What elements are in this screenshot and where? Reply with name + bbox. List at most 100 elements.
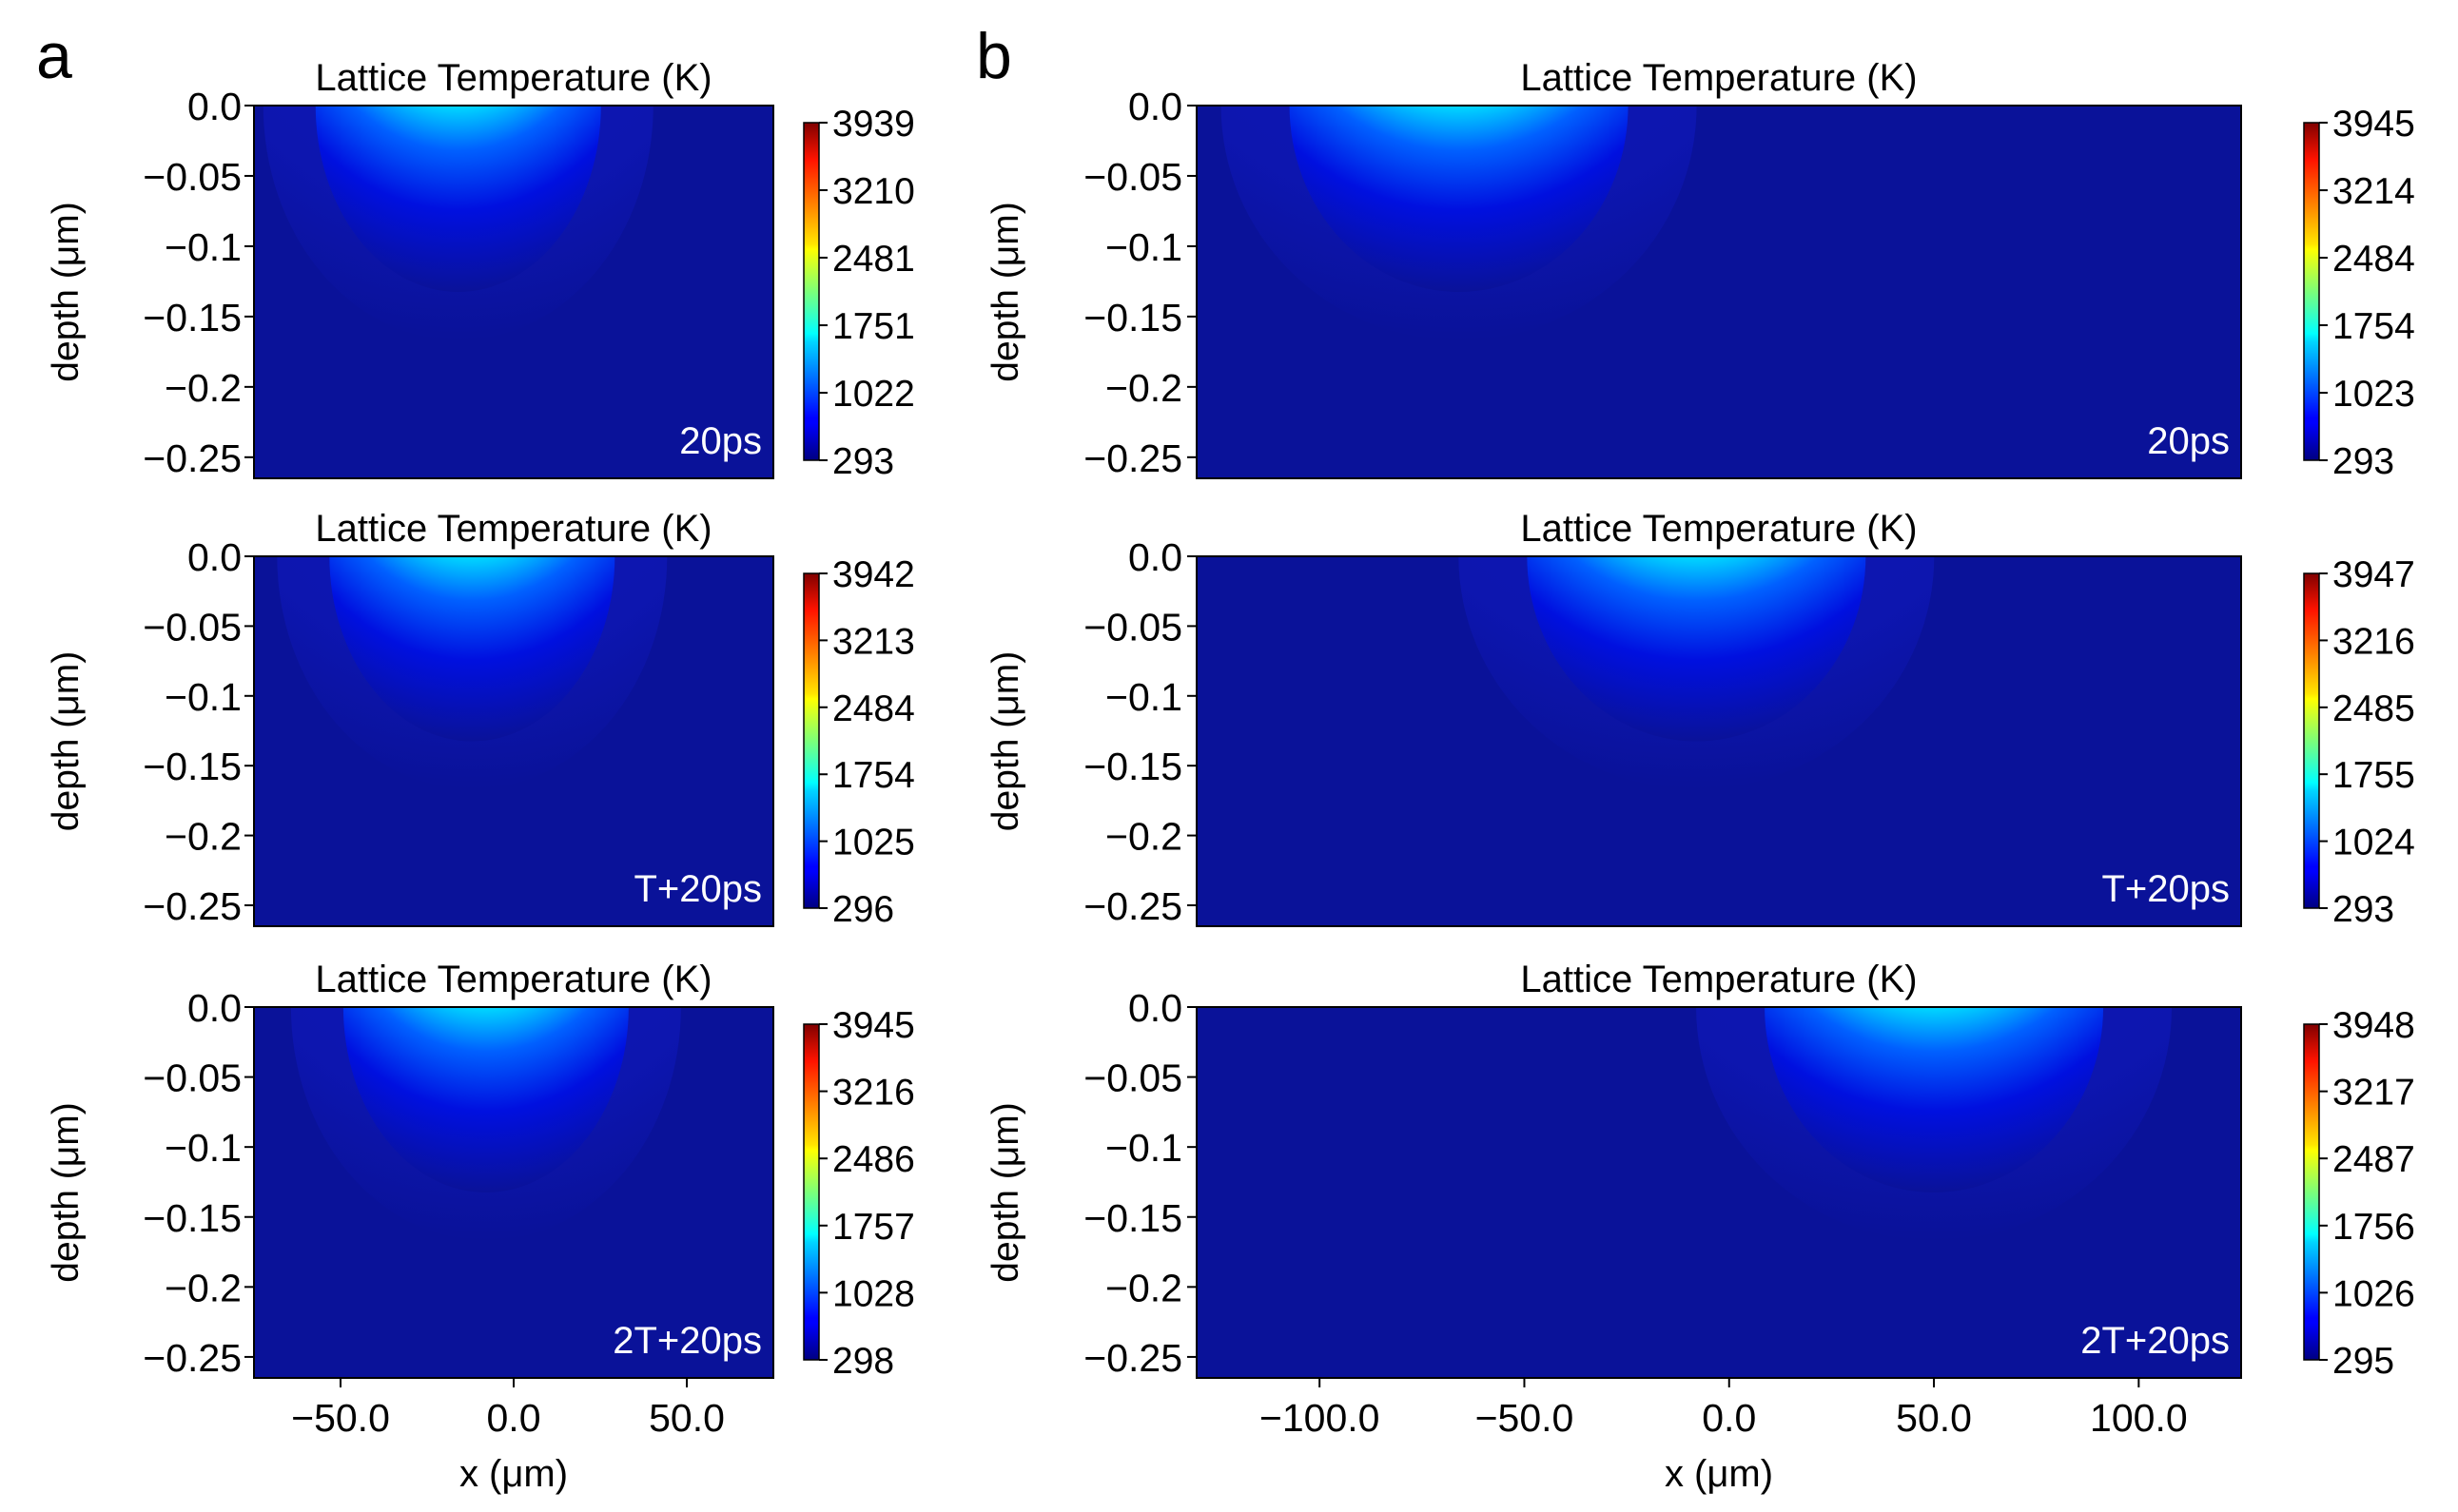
colorbar-tick-label: 296 (832, 889, 894, 930)
axes-frame (1196, 555, 2242, 927)
y-tick-label: −0.1 (1105, 225, 1182, 269)
y-tick-label: 0.0 (1128, 85, 1182, 128)
time-annotation: 20ps (679, 420, 762, 462)
y-tick-label: −0.15 (1083, 296, 1182, 339)
colorbar-tick-label: 3942 (832, 554, 915, 595)
heat-spot (1527, 556, 1866, 742)
colorbar (2303, 122, 2320, 461)
colorbar-tick-label: 3948 (2332, 1005, 2415, 1046)
y-tick-label: −0.1 (165, 675, 242, 719)
heat-spot (342, 1007, 629, 1192)
colorbar-tick-label: 1023 (2332, 374, 2415, 415)
axes-frame (253, 105, 774, 479)
colorbar-tick-label: 1028 (832, 1273, 915, 1314)
y-tick-label: −0.05 (143, 1056, 242, 1100)
y-tick-label: −0.15 (1083, 1196, 1182, 1240)
subplots: Lattice Temperature (K) 20ps 0.0 −0.05 −0.1 −… (46, 57, 2415, 1495)
y-tick-label: 0.0 (1128, 986, 1182, 1030)
heat-spot (329, 556, 615, 742)
heat-spot (1765, 1007, 2104, 1192)
y-tick-label: −0.2 (1105, 815, 1182, 859)
y-tick-label: −0.15 (1083, 745, 1182, 788)
subplot-title: Lattice Temperature (K) (1520, 57, 1917, 99)
subplot-b-1: Lattice Temperature (K) T+20ps 0.0 −0.05 −0.… (985, 508, 2415, 930)
x-tick-label: −100.0 (1259, 1396, 1380, 1440)
y-axis-label: depth (μm) (985, 1102, 1026, 1282)
x-tick-label: 50.0 (649, 1396, 725, 1440)
time-annotation: 2T+20ps (2080, 1320, 2230, 1362)
colorbar-tick-label: 1756 (2332, 1207, 2415, 1248)
x-tick-label: 100.0 (2090, 1396, 2188, 1440)
subplot-title: Lattice Temperature (K) (315, 508, 712, 550)
colorbar-tick-label: 1754 (2332, 306, 2415, 347)
y-tick-label: 0.0 (187, 986, 242, 1030)
colorbar (803, 122, 820, 461)
x-tick-label: 0.0 (487, 1396, 541, 1440)
y-tick-label: −0.05 (1083, 1056, 1182, 1100)
y-tick-label: −0.15 (143, 296, 242, 339)
colorbar-tick-label: 3214 (2332, 171, 2415, 212)
colorbar-tick-label: 293 (832, 441, 894, 482)
x-tick-label: −50.0 (1475, 1396, 1574, 1440)
colorbar-tick-label: 3947 (2332, 554, 2415, 595)
y-tick-label: −0.1 (1105, 1126, 1182, 1170)
colorbar-tick-label: 2484 (2332, 239, 2415, 280)
y-tick-label: 0.0 (1128, 535, 1182, 579)
colorbar (2303, 572, 2320, 909)
y-tick-label: −0.25 (1083, 436, 1182, 480)
colorbar-tick-label: 3945 (832, 1005, 915, 1046)
colorbar-tick-label: 1751 (832, 306, 915, 347)
subplot-title: Lattice Temperature (K) (315, 57, 712, 99)
subplot-a-1: Lattice Temperature (K) T+20ps 0.0 −0.05 −0.… (46, 508, 915, 930)
panel-label-a: a (36, 20, 72, 92)
colorbar-tick-label: 1754 (832, 755, 915, 796)
y-axis-label: depth (μm) (46, 651, 87, 831)
colorbar (803, 1023, 820, 1361)
y-tick-label: −0.05 (143, 605, 242, 649)
colorbar-tick-label: 3939 (832, 104, 915, 145)
y-tick-label: −0.25 (143, 436, 242, 480)
y-tick-label: −0.15 (143, 745, 242, 788)
y-tick-label: −0.25 (143, 884, 242, 928)
time-annotation: T+20ps (634, 868, 762, 910)
colorbar-tick-label: 3210 (832, 171, 915, 212)
colorbar-tick-label: 3216 (832, 1073, 915, 1114)
subplot-title: Lattice Temperature (K) (1520, 959, 1917, 1000)
y-tick-label: −0.05 (143, 155, 242, 199)
colorbar-tick-label: 3216 (2332, 621, 2415, 662)
y-tick-label: −0.2 (165, 366, 242, 410)
y-axis-label: depth (μm) (46, 202, 87, 381)
colorbar-tick-label: 1757 (832, 1207, 915, 1248)
colorbar-tick-label: 2487 (2332, 1139, 2415, 1180)
y-tick-label: −0.2 (1105, 1266, 1182, 1309)
colorbar-tick-label: 3217 (2332, 1073, 2415, 1114)
y-tick-label: 0.0 (187, 85, 242, 128)
time-annotation: T+20ps (2101, 868, 2230, 910)
colorbar-tick-label: 1022 (832, 374, 915, 415)
y-tick-label: −0.1 (1105, 675, 1182, 719)
time-annotation: 2T+20ps (613, 1320, 762, 1362)
colorbar-tick-label: 2485 (2332, 688, 2415, 729)
y-axis-label: depth (μm) (985, 651, 1026, 831)
colorbar-tick-label: 1026 (2332, 1273, 2415, 1314)
colorbar-tick-label: 2481 (832, 239, 915, 280)
x-tick-label: 50.0 (1896, 1396, 1972, 1440)
y-tick-label: −0.1 (165, 1126, 242, 1170)
colorbar-tick-label: 293 (2332, 441, 2394, 482)
colorbar-tick-label: 3945 (2332, 104, 2415, 145)
y-tick-label: 0.0 (187, 535, 242, 579)
y-tick-label: −0.15 (143, 1196, 242, 1240)
y-tick-label: −0.25 (1083, 884, 1182, 928)
y-axis-label: depth (μm) (985, 202, 1026, 381)
subplot-b-0: Lattice Temperature (K) 20ps 0.0 −0.05 −0.1 −… (985, 57, 2415, 482)
y-tick-label: −0.2 (165, 1266, 242, 1309)
colorbar (2303, 1023, 2320, 1361)
colorbar (803, 572, 820, 909)
y-tick-label: −0.2 (165, 815, 242, 859)
y-tick-label: −0.1 (165, 225, 242, 269)
axes-frame (1196, 105, 2242, 479)
subplot-title: Lattice Temperature (K) (1520, 508, 1917, 550)
x-axis-label: x (μm) (1665, 1453, 1773, 1495)
colorbar-tick-label: 2486 (832, 1139, 915, 1180)
